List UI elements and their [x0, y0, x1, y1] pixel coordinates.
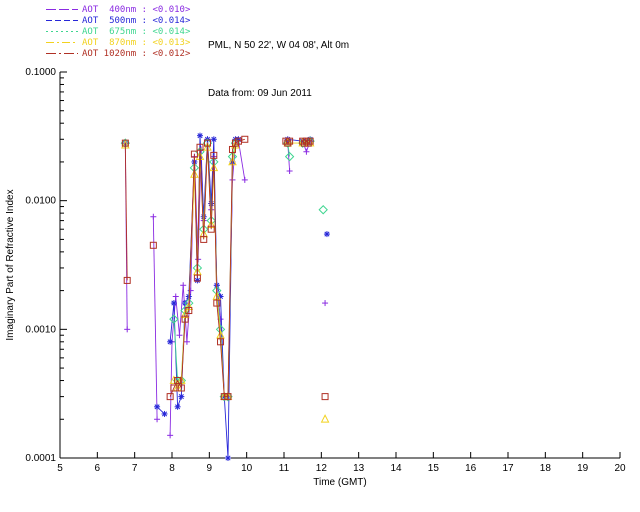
x-tick-label: 18: [540, 463, 552, 474]
series-line-aot-500nm: [169, 135, 239, 459]
asterisk-marker: [154, 404, 160, 410]
asterisk-marker: [201, 214, 207, 220]
square-marker: [193, 274, 201, 282]
y-tick-label: 0.0001: [25, 453, 56, 464]
legend-label: AOT 500nm : <0.014>: [82, 15, 191, 26]
square-marker: [207, 225, 215, 233]
x-tick-label: 15: [428, 463, 440, 474]
square-marker: [284, 139, 292, 147]
asterisk-marker: [175, 404, 181, 410]
legend-item: AOT 870nm : <0.013>: [46, 37, 190, 48]
square-marker: [181, 315, 189, 323]
legend-linestyle-swatch: [46, 31, 78, 32]
series-line-aot-1020nm: [169, 138, 245, 398]
square-marker: [210, 151, 218, 159]
y-tick-label: 0.1000: [25, 67, 56, 78]
x-tick-label: 11: [279, 463, 290, 474]
x-tick-label: 12: [316, 463, 328, 474]
square-marker: [190, 150, 198, 158]
asterisk-marker: [161, 411, 168, 417]
asterisk-marker: [197, 133, 203, 139]
x-axis-label: Time (GMT): [313, 477, 367, 488]
series-line-aot-400nm: [152, 216, 158, 420]
square-marker: [286, 137, 294, 145]
x-tick-label: 9: [207, 463, 213, 474]
square-marker: [302, 137, 310, 145]
asterisk-marker: [194, 277, 200, 283]
legend-item: AOT 500nm : <0.014>: [46, 15, 190, 26]
x-tick-label: 7: [132, 463, 138, 474]
triangle-marker: [169, 375, 179, 384]
x-tick-label: 13: [353, 463, 365, 474]
x-tick-label: 14: [390, 463, 402, 474]
square-marker: [304, 139, 312, 147]
square-marker: [177, 384, 185, 392]
diamond-marker: [169, 314, 179, 324]
x-tick-label: 5: [57, 463, 63, 474]
legend-item: AOT 1020nm : <0.012>: [46, 48, 190, 59]
square-marker: [220, 393, 228, 401]
legend-linestyle-swatch: [46, 9, 78, 10]
legend-linestyle-swatch: [46, 42, 78, 43]
square-marker: [306, 137, 314, 145]
square-marker: [123, 276, 131, 284]
x-tick-label: 19: [577, 463, 589, 474]
triangle-marker: [173, 382, 182, 392]
square-marker: [185, 307, 193, 315]
x-tick-label: 20: [614, 463, 626, 474]
square-marker: [196, 143, 204, 151]
legend-linestyle-swatch: [46, 20, 78, 21]
legend-label: AOT 400nm : <0.010>: [82, 4, 191, 15]
triangle-marker: [190, 169, 199, 178]
y-tick-label: 0.0010: [25, 324, 56, 335]
station-info: PML, N 50 22', W 04 08', Alt 0m: [208, 40, 350, 51]
triangle-marker: [320, 414, 330, 423]
asterisk-marker: [171, 300, 177, 306]
diamond-marker: [284, 151, 295, 162]
asterisk-marker: [324, 231, 330, 237]
plot-header: PML, N 50 22', W 04 08', Alt 0m Data fro…: [208, 6, 349, 134]
legend-linestyle-swatch: [46, 53, 78, 54]
square-marker: [241, 135, 249, 143]
square-marker: [217, 338, 225, 346]
data-date: Data from: 09 Jun 2011: [208, 88, 312, 99]
y-axis-label: Imaginary Part of Refractive Index: [5, 189, 16, 341]
x-tick-label: 6: [95, 463, 101, 474]
square-marker: [174, 377, 182, 385]
series-line-aot-675nm: [287, 143, 291, 157]
chart-legend: AOT 400nm : <0.010> AOT 500nm : <0.014> AO…: [46, 4, 190, 59]
legend-item: AOT 400nm : <0.010>: [46, 4, 190, 15]
series-line-aot-1020nm: [124, 143, 128, 281]
x-tick-label: 8: [169, 463, 175, 474]
legend-item: AOT 675nm : <0.014>: [46, 26, 190, 37]
diamond-marker: [318, 205, 328, 215]
square-marker: [121, 139, 129, 147]
asterisk-marker: [225, 455, 231, 461]
square-marker: [149, 241, 157, 249]
square-marker: [170, 384, 178, 392]
x-tick-label: 17: [502, 463, 514, 474]
square-marker: [321, 393, 329, 401]
square-marker: [203, 139, 211, 147]
square-marker: [200, 235, 208, 243]
legend-label: AOT 1020nm : <0.012>: [82, 48, 191, 59]
square-marker: [224, 393, 232, 401]
asterisk-marker: [211, 136, 217, 142]
square-marker: [166, 393, 174, 401]
square-marker: [213, 299, 221, 307]
x-tick-label: 10: [241, 463, 253, 474]
asterisk-marker: [178, 394, 184, 400]
x-tick-label: 16: [465, 463, 477, 474]
y-tick-label: 0.0100: [25, 196, 56, 207]
asterisk-marker: [167, 339, 173, 345]
legend-label: AOT 870nm : <0.013>: [82, 37, 191, 48]
square-marker: [282, 137, 290, 145]
legend-label: AOT 675nm : <0.014>: [82, 26, 191, 37]
